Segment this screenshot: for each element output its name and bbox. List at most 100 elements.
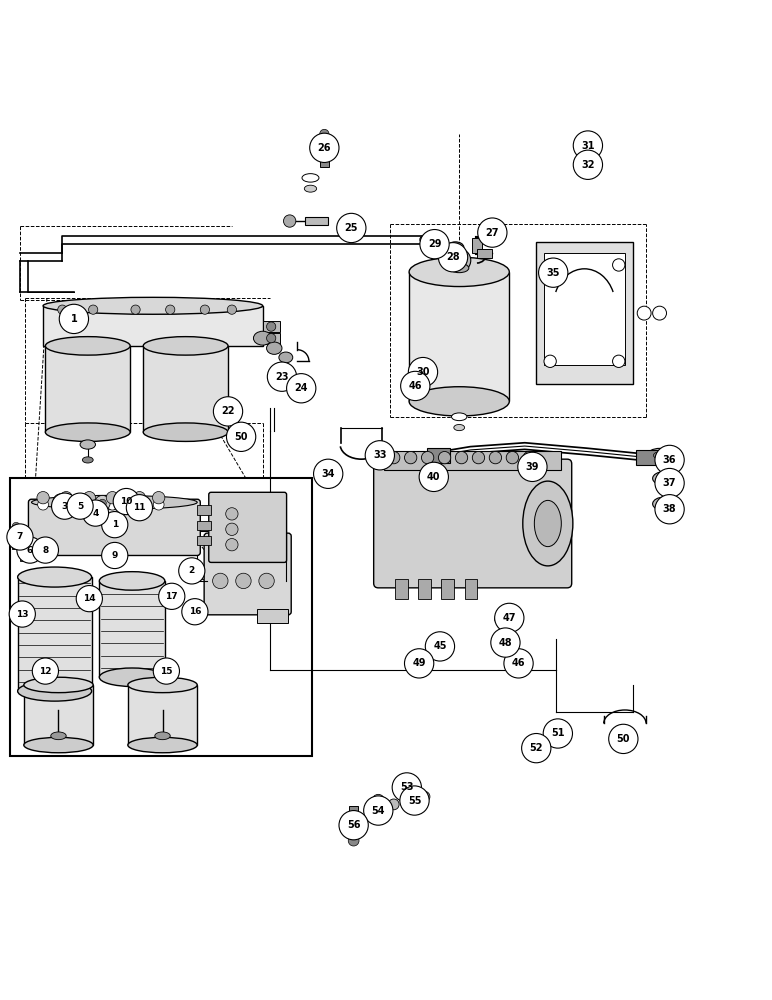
Circle shape: [422, 451, 434, 464]
FancyBboxPatch shape: [374, 459, 572, 588]
Text: 28: 28: [446, 252, 460, 262]
Bar: [305, 217, 328, 225]
Ellipse shape: [253, 331, 272, 345]
Ellipse shape: [128, 737, 197, 753]
Circle shape: [392, 773, 422, 802]
Text: 1: 1: [112, 520, 118, 529]
Circle shape: [213, 397, 242, 426]
Text: 50: 50: [235, 432, 248, 442]
Circle shape: [58, 305, 67, 314]
Ellipse shape: [266, 342, 282, 354]
Ellipse shape: [495, 615, 509, 624]
Text: 25: 25: [344, 223, 358, 233]
Circle shape: [574, 150, 602, 179]
Circle shape: [9, 601, 36, 627]
FancyBboxPatch shape: [29, 499, 200, 555]
Circle shape: [408, 357, 438, 387]
Circle shape: [200, 305, 209, 314]
Bar: [544, 253, 625, 365]
Circle shape: [448, 249, 471, 272]
Bar: [197, 521, 211, 530]
Circle shape: [38, 499, 49, 510]
Circle shape: [181, 599, 208, 625]
Circle shape: [266, 334, 276, 343]
Text: 54: 54: [371, 806, 385, 816]
Bar: [18, 577, 92, 691]
Circle shape: [225, 539, 238, 551]
Text: 22: 22: [222, 406, 235, 416]
Bar: [636, 450, 659, 465]
Text: 3: 3: [62, 502, 68, 511]
Text: 48: 48: [499, 638, 513, 648]
Circle shape: [455, 451, 468, 464]
Bar: [10, 478, 312, 756]
Text: 5: 5: [77, 502, 83, 511]
Circle shape: [113, 488, 140, 515]
Circle shape: [131, 305, 141, 314]
Bar: [320, 146, 329, 167]
Circle shape: [61, 499, 72, 510]
Circle shape: [32, 658, 59, 684]
Bar: [477, 249, 493, 258]
Ellipse shape: [652, 497, 677, 511]
Circle shape: [95, 495, 110, 511]
Circle shape: [7, 524, 33, 550]
Text: 16: 16: [188, 607, 201, 616]
Text: 31: 31: [581, 141, 594, 151]
Text: 10: 10: [120, 497, 133, 506]
Circle shape: [159, 583, 185, 609]
Ellipse shape: [46, 337, 130, 355]
Circle shape: [313, 459, 343, 488]
Circle shape: [83, 492, 96, 504]
Circle shape: [372, 794, 384, 807]
Ellipse shape: [110, 551, 122, 557]
Ellipse shape: [424, 237, 433, 242]
Circle shape: [522, 733, 551, 763]
Ellipse shape: [451, 245, 460, 250]
Text: 12: 12: [39, 667, 52, 676]
Circle shape: [388, 451, 400, 464]
Bar: [537, 242, 632, 384]
Bar: [24, 685, 93, 745]
Circle shape: [12, 522, 20, 530]
Text: 26: 26: [317, 143, 331, 153]
Circle shape: [495, 603, 524, 633]
Bar: [262, 321, 279, 332]
Text: 46: 46: [408, 381, 422, 391]
Circle shape: [32, 537, 59, 563]
Bar: [409, 272, 510, 401]
Ellipse shape: [527, 744, 546, 753]
Circle shape: [57, 498, 65, 505]
Text: 51: 51: [551, 728, 564, 738]
Text: 38: 38: [663, 504, 676, 514]
Circle shape: [17, 537, 43, 563]
Circle shape: [134, 492, 146, 504]
Bar: [262, 333, 279, 344]
Ellipse shape: [144, 423, 228, 441]
Text: 13: 13: [16, 610, 29, 619]
Circle shape: [523, 451, 536, 464]
Circle shape: [225, 508, 238, 520]
Bar: [128, 685, 197, 745]
Ellipse shape: [523, 481, 573, 566]
Circle shape: [388, 799, 399, 810]
Circle shape: [139, 499, 145, 505]
Ellipse shape: [503, 636, 516, 645]
Circle shape: [225, 523, 238, 535]
Circle shape: [166, 305, 174, 314]
Text: 53: 53: [400, 782, 414, 792]
Circle shape: [401, 371, 430, 401]
Ellipse shape: [409, 257, 510, 287]
Circle shape: [226, 422, 256, 451]
Text: 34: 34: [321, 469, 335, 479]
Circle shape: [403, 794, 415, 807]
Bar: [100, 581, 165, 677]
Ellipse shape: [43, 297, 262, 314]
Circle shape: [420, 230, 449, 259]
Text: 30: 30: [416, 367, 430, 377]
Circle shape: [286, 374, 316, 403]
Circle shape: [107, 492, 119, 504]
Text: 33: 33: [373, 450, 387, 460]
Circle shape: [539, 258, 568, 287]
Circle shape: [364, 796, 393, 825]
